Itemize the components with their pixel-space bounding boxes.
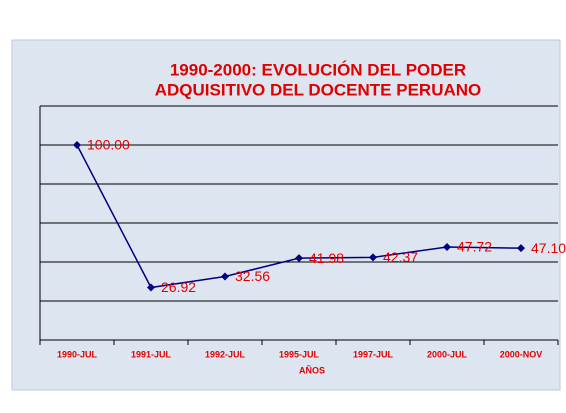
data-label: 42.37 — [383, 249, 418, 265]
x-axis-label: AÑOS — [299, 365, 325, 375]
point-marker — [517, 244, 525, 253]
x-tick-label: 1991-JUL — [131, 349, 172, 359]
data-label: 41.98 — [309, 250, 344, 266]
data-label: 100.00 — [87, 137, 130, 153]
x-tick-label: 1997-JUL — [353, 349, 394, 359]
x-tick-label: 2000-JUL — [427, 349, 468, 359]
point-marker — [295, 254, 303, 263]
point-marker — [73, 141, 81, 149]
x-tick-label: 2000-NOV — [500, 349, 543, 359]
x-tick-label: 1990-JUL — [57, 349, 98, 359]
x-tick-label: 1992-JUL — [205, 349, 246, 359]
data-label: 26.92 — [161, 279, 196, 295]
point-marker — [147, 283, 155, 292]
point-marker — [369, 253, 377, 262]
chart-panel — [11, 39, 561, 391]
x-tick-label: 1995-JUL — [279, 349, 320, 359]
point-marker — [443, 242, 451, 251]
chart-title: 1990-2000: EVOLUCIÓN DEL PODER — [170, 60, 466, 79]
data-label: 32.56 — [235, 268, 270, 284]
data-label: 47.10 — [531, 240, 566, 256]
point-marker — [221, 272, 229, 281]
chart-title: ADQUISITIVO DEL DOCENTE PERUANO — [155, 80, 482, 99]
data-label: 47.72 — [457, 239, 492, 255]
